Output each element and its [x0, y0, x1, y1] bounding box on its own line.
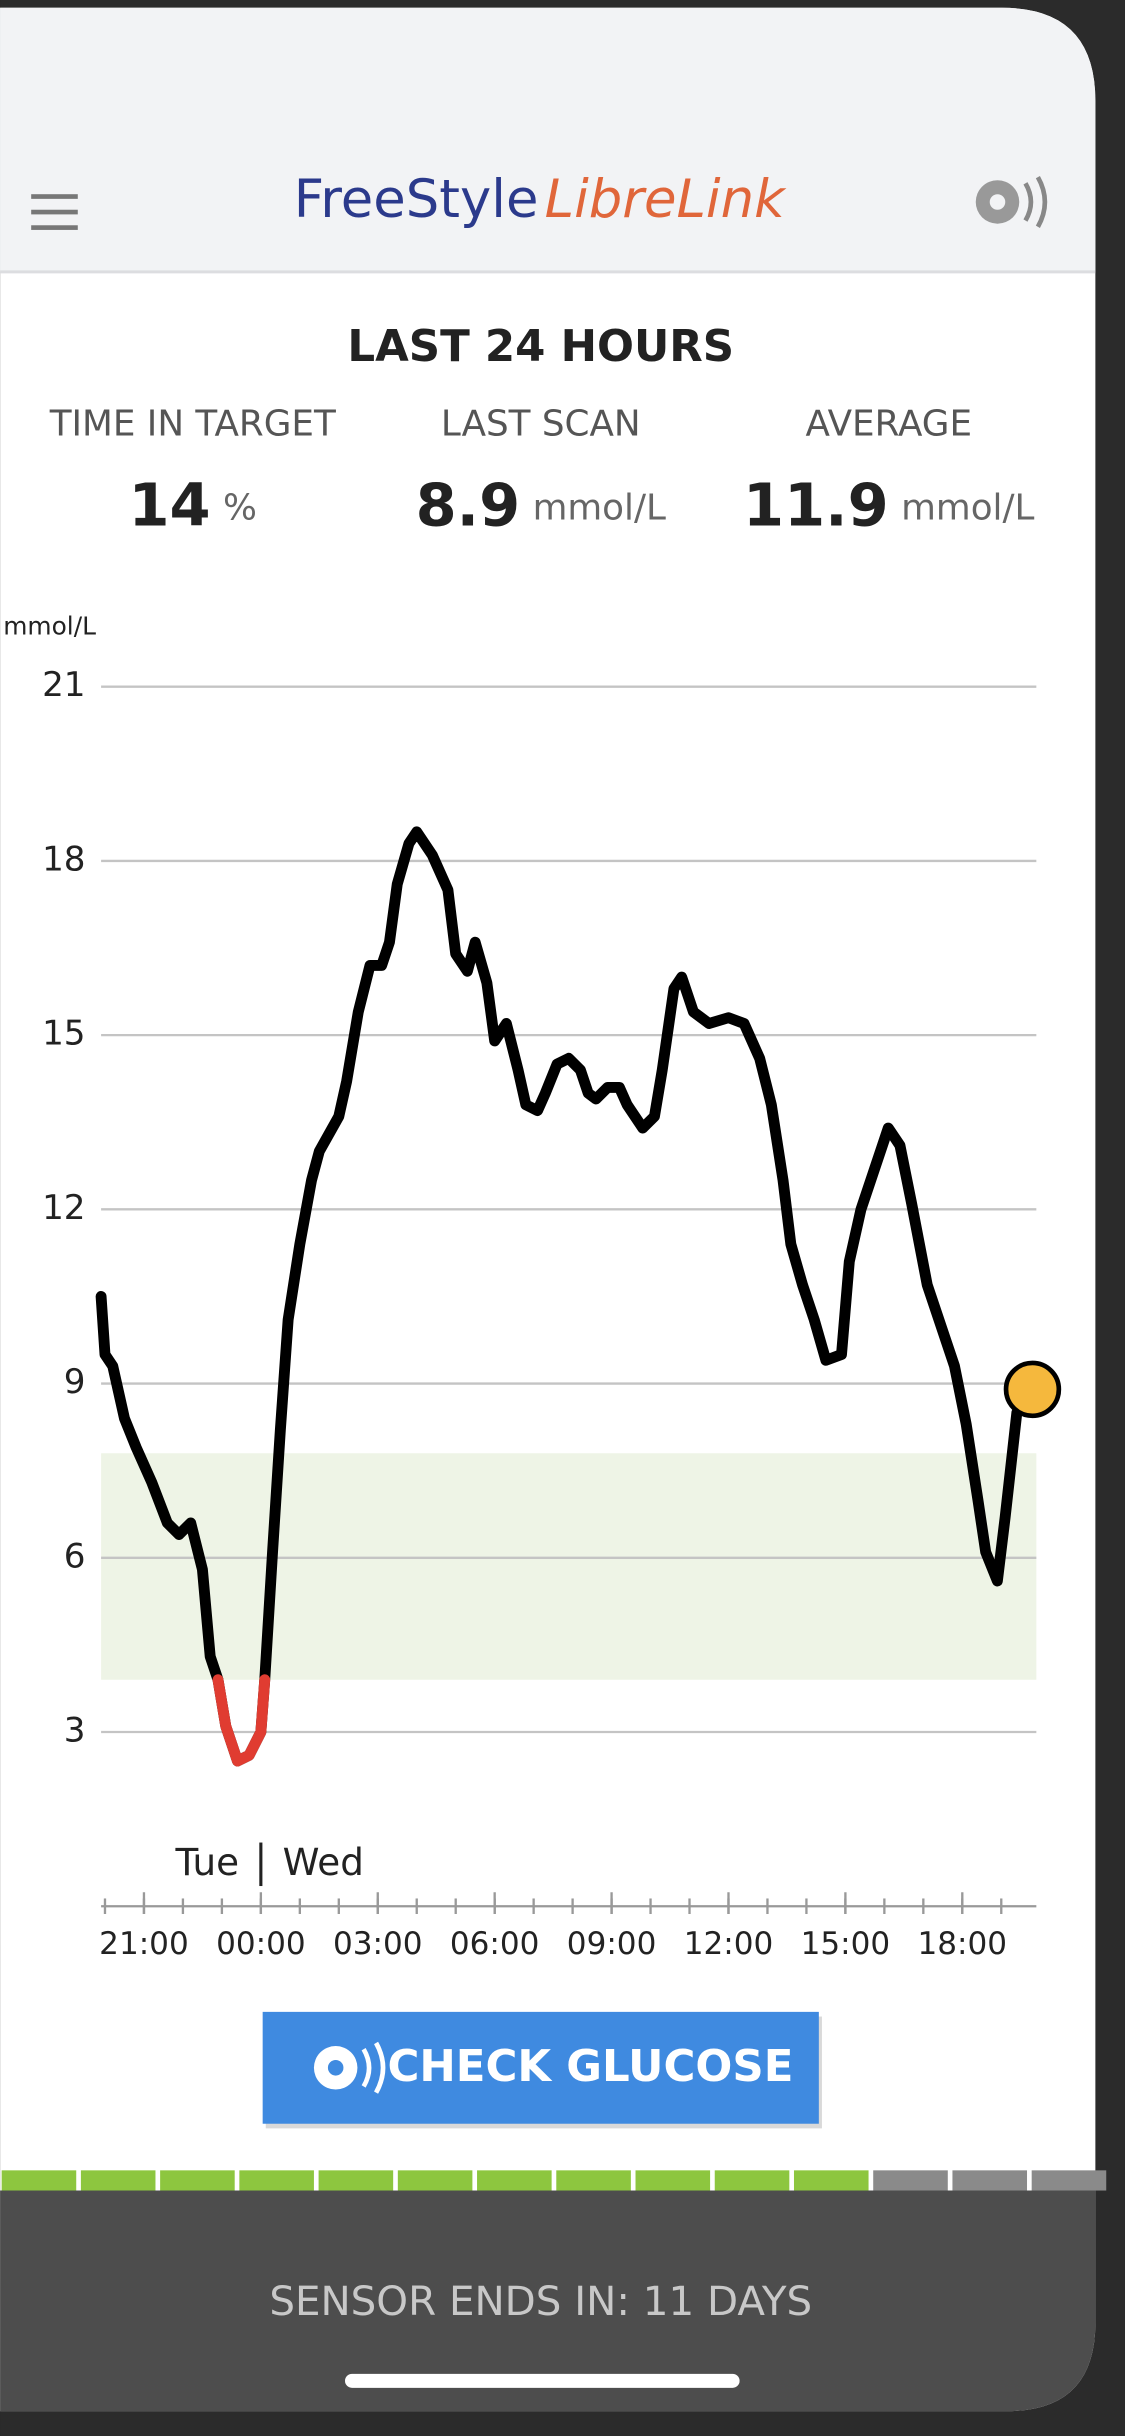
summary-title: LAST 24 HOURS [347, 322, 734, 372]
product: LibreLink [545, 169, 787, 230]
low-glucose-line [212, 1674, 271, 1767]
x-tick-label: 06:00 [450, 1926, 540, 1962]
target-range [101, 1453, 1037, 1680]
stat-unit: mmol/L [901, 488, 1034, 529]
progress-segment [318, 2170, 394, 2191]
progress-segment [1031, 2170, 1107, 2191]
x-tick-label: 00:00 [216, 1926, 306, 1962]
progress-segment [397, 2170, 473, 2191]
y-tick-label: 15 [42, 1014, 85, 1054]
y-tick-label: 12 [42, 1188, 85, 1228]
button-label: CHECK GLUCOSE [387, 2042, 793, 2092]
stat-value: 11.9 [743, 471, 889, 540]
stat-value: 14 [128, 471, 210, 540]
y-axis-label: mmol/L [3, 612, 96, 641]
progress-segment [239, 2170, 314, 2191]
progress-segment [556, 2170, 631, 2191]
footer-bg [0, 2190, 1096, 2412]
stat: 11.9 mmol/L [743, 471, 1034, 540]
sensor-progress [1, 2170, 1107, 2191]
progress-segment [80, 2170, 156, 2191]
x-tick-label: 12:00 [684, 1926, 774, 1962]
stat: 8.9 mmol/L [416, 471, 666, 540]
scan-icon[interactable] [975, 175, 1048, 228]
x-tick-label: 15:00 [801, 1926, 891, 1962]
progress-segment [714, 2170, 790, 2191]
y-tick-label: 6 [64, 1536, 86, 1576]
menu-bar [31, 225, 78, 230]
sensor-status: SENSOR ENDS IN: 11 DAYS [269, 2278, 812, 2325]
stat-value: 8.9 [416, 471, 521, 540]
stat-label: AVERAGE [805, 404, 972, 445]
stat-label: LAST SCAN [441, 404, 641, 445]
app-logo: FreeStyle LibreLink [294, 169, 787, 230]
scan-center [989, 194, 1006, 210]
button-icon [313, 2041, 386, 2094]
header-bg [0, 7, 1096, 272]
progress-segment [1, 2170, 77, 2191]
menu-bar [31, 209, 78, 215]
progress-segment [793, 2170, 869, 2191]
button-icon-center [327, 2060, 344, 2076]
y-tick-label: 18 [42, 839, 85, 879]
stat-label: TIME IN TARGET [49, 404, 336, 445]
stat-unit: mmol/L [533, 488, 666, 529]
progress-segment [477, 2170, 552, 2191]
x-tick-label: 03:00 [333, 1926, 423, 1962]
day-label: Wed [283, 1840, 364, 1884]
y-tick-label: 21 [42, 665, 85, 705]
brand: FreeStyle [294, 169, 539, 230]
y-tick-label: 3 [64, 1711, 86, 1751]
button-icon-wave [374, 2041, 386, 2094]
scan-wave [1023, 182, 1034, 222]
progress-segment [160, 2170, 235, 2191]
progress-segment [873, 2170, 948, 2191]
home-indicator [345, 2373, 740, 2388]
day-label: Tue [174, 1840, 239, 1884]
last-scan-point [1003, 1360, 1062, 1419]
menu-bar [31, 194, 78, 199]
scan-wave [1035, 175, 1048, 228]
x-tick-label: 21:00 [99, 1926, 189, 1962]
menu-icon[interactable] [31, 194, 78, 230]
button-icon-wave [361, 2047, 372, 2088]
progress-segment [952, 2170, 1028, 2191]
x-tick-label: 09:00 [567, 1926, 657, 1962]
stat: 14% [128, 471, 257, 540]
x-tick-label: 18:00 [918, 1926, 1008, 1962]
y-tick-label: 9 [64, 1362, 86, 1402]
stat-unit: % [223, 488, 257, 529]
progress-segment [635, 2170, 711, 2191]
